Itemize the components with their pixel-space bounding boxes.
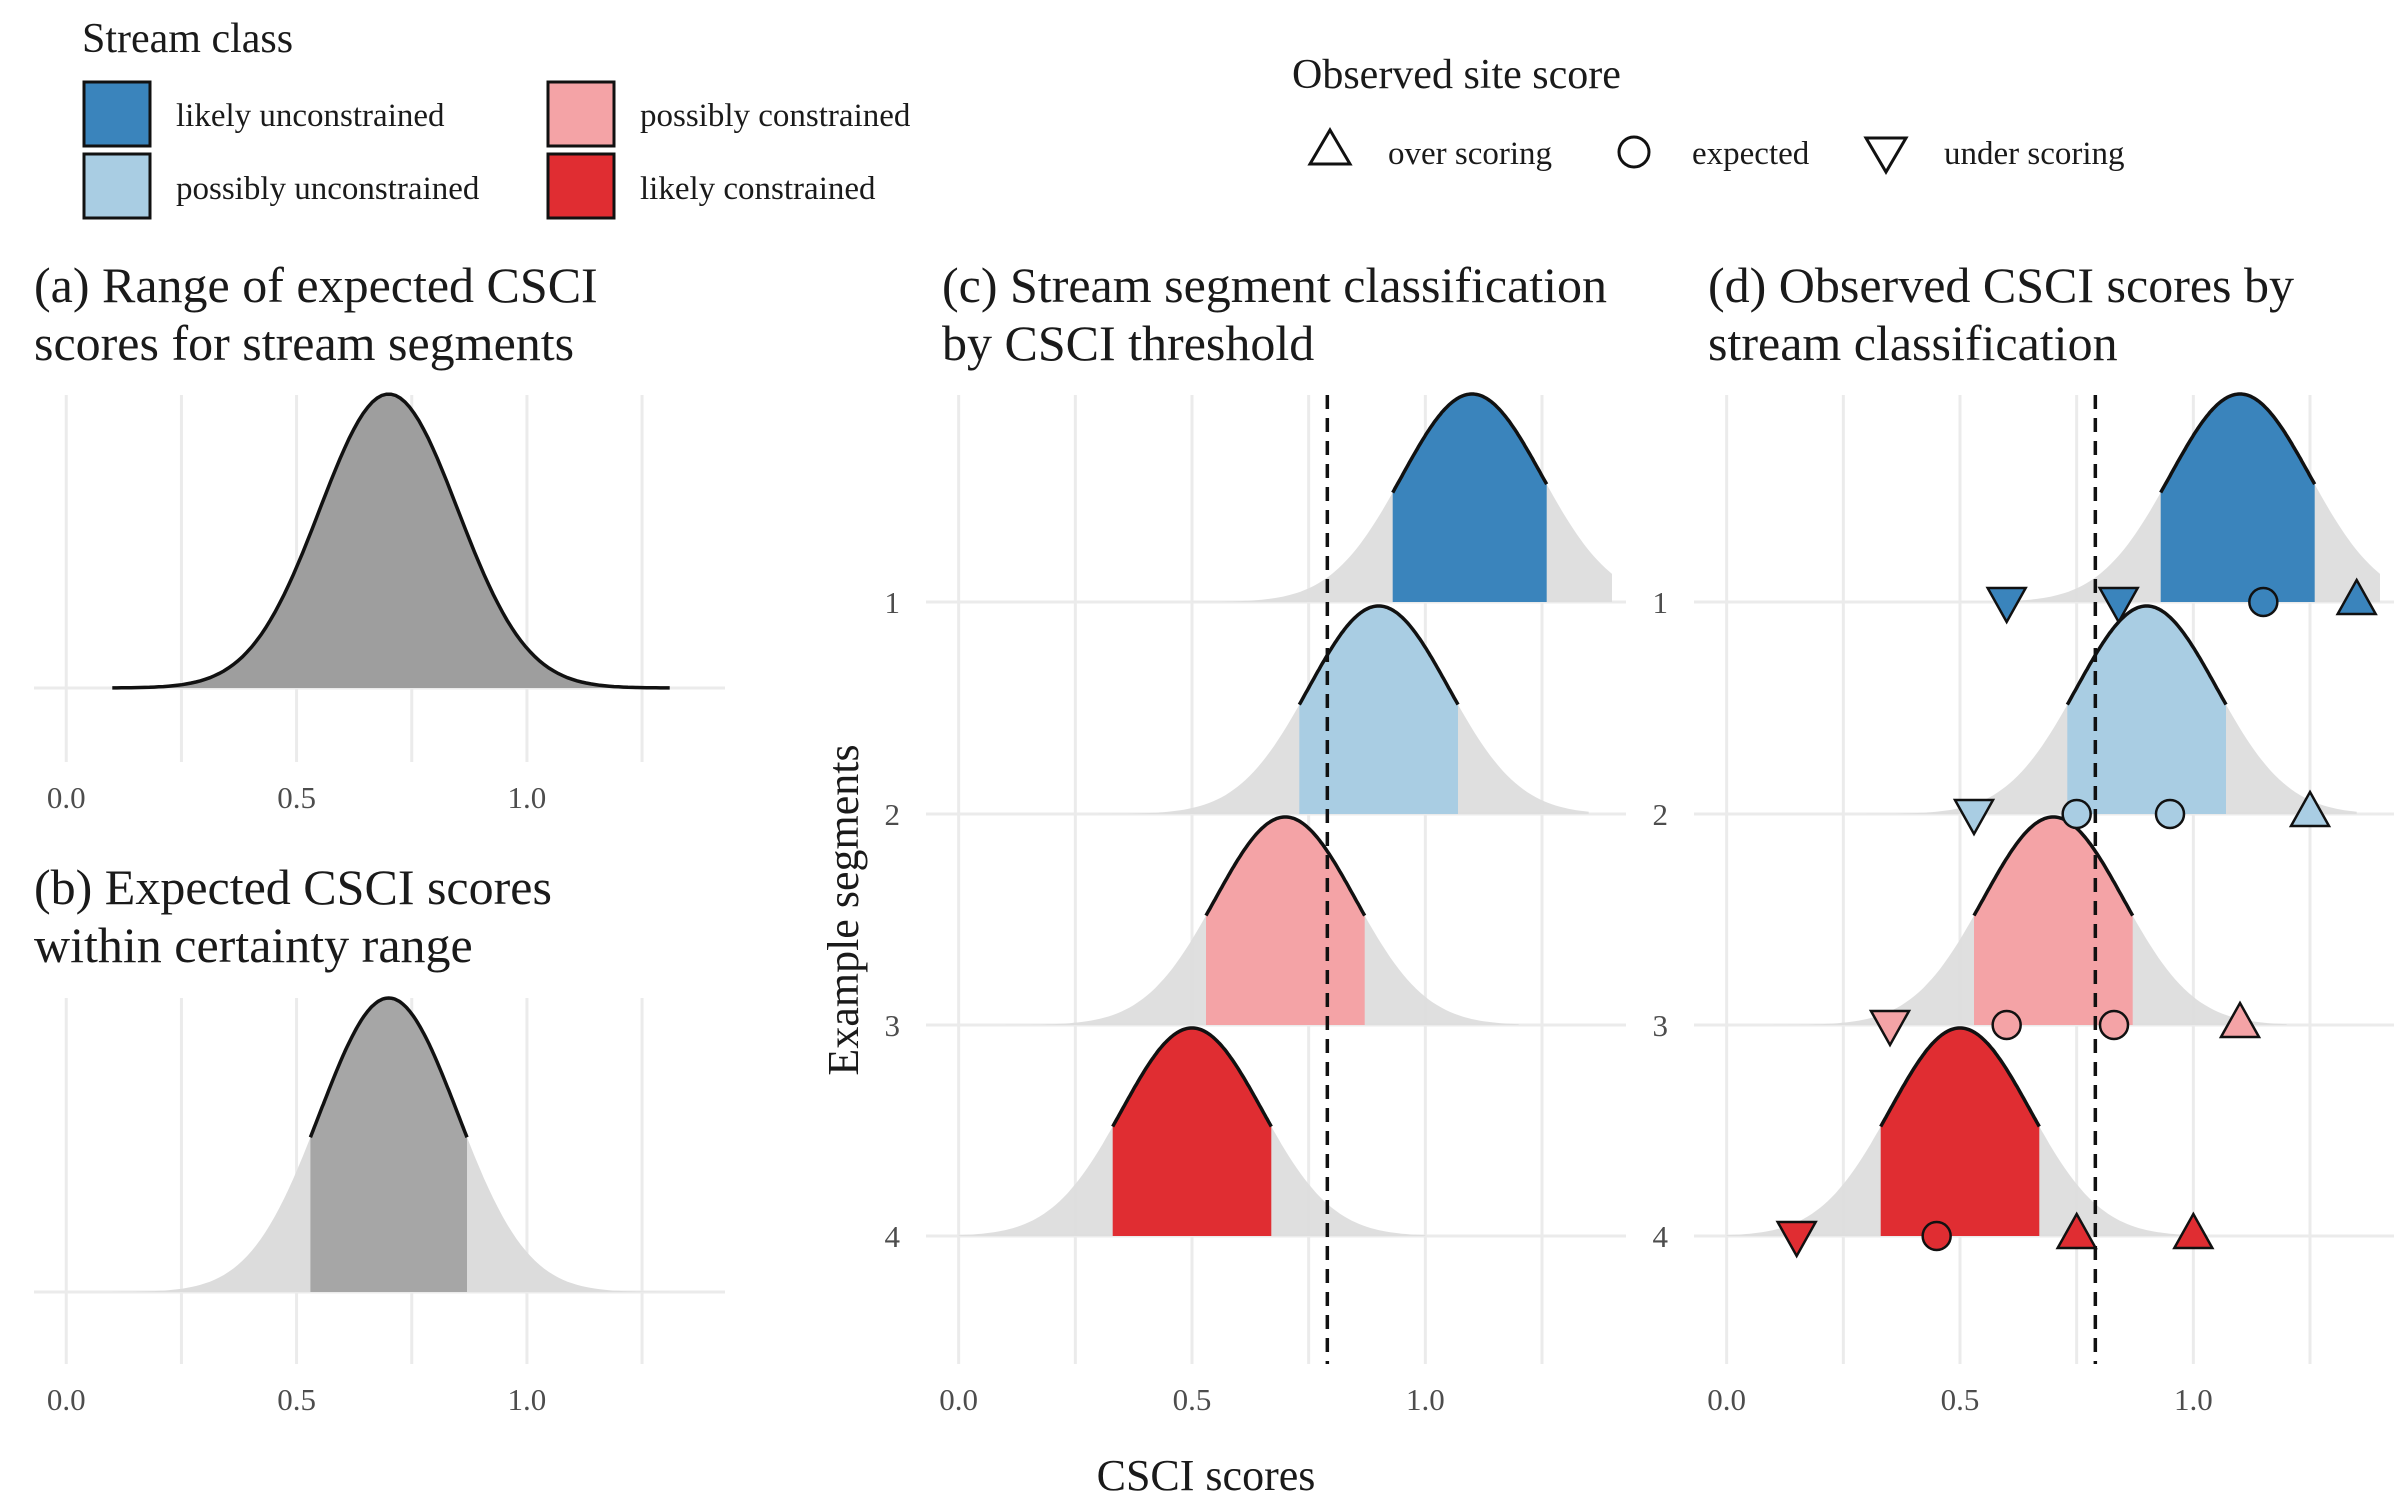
panel-c-y-tick-label: 3 (885, 1008, 901, 1043)
panel-a-density-curve (112, 392, 670, 690)
panel-d-x-tick-label: 0.5 (1941, 1382, 1980, 1417)
panel-b-certainty-area (310, 998, 467, 1292)
panel-c-plot: 0.0 0.5 1.0 1 2 3 4 (885, 392, 1626, 1417)
legend-observed-score: Observed site score over scoring expecte… (1292, 52, 2125, 175)
legend-stream-title: Stream class (82, 16, 293, 62)
panel-c-segment-certainty-area (1112, 1028, 1272, 1236)
panel-c-x-tick-label: 1.0 (1406, 1382, 1445, 1417)
panel-a-title-line1: (a) Range of expected CSCI (34, 257, 598, 313)
panel-c-segment-certainty-area (1206, 817, 1365, 1025)
circle-icon (1617, 135, 1651, 169)
panel-c-x-tick-label: 0.0 (939, 1382, 978, 1417)
panel-c-segment-curve (1391, 392, 1549, 494)
y-axis-title: Example segments (819, 744, 868, 1075)
panel-d-title-line1: (d) Observed CSCI scores by (1708, 257, 2294, 313)
observed-expected-point (1991, 1009, 2022, 1041)
panel-a-x-tick-label: 0.0 (47, 780, 86, 815)
panel-c-segment-curve (1111, 1026, 1273, 1128)
swatch-likely-unconstrained (82, 80, 152, 148)
panel-a-plot: 0.0 0.5 1.0 (34, 392, 725, 815)
observed-under-scoring-point (1985, 586, 2028, 625)
panel-d-plot: 0.0 0.5 1.0 1 2 3 4 (1653, 392, 2394, 1417)
panel-d-segment-certainty-area (1974, 817, 2133, 1025)
observed-over-scoring-point (2218, 1000, 2262, 1039)
panel-d-segment-certainty-area (1880, 1028, 2040, 1236)
panel-b-plot: 0.0 0.5 1.0 (34, 996, 725, 1417)
observed-expected-point (2098, 1009, 2130, 1041)
panel-d-segment-curve (1972, 815, 2135, 917)
panel-d-segment-certainty-area (2067, 606, 2226, 814)
panel-d-segment-curve (2159, 392, 2317, 494)
triangle-down-icon (1863, 136, 1909, 175)
observed-under-scoring-point (2097, 586, 2140, 625)
observed-over-scoring-point (2055, 1211, 2098, 1250)
panel-d-y-tick-label: 4 (1653, 1219, 1669, 1254)
observed-expected-point (2248, 586, 2279, 618)
panel-c-y-tick-label: 4 (885, 1219, 901, 1254)
panel-d-segment-certainty-area (2160, 394, 2315, 602)
panel-b-x-tick-label: 0.5 (277, 1382, 316, 1417)
swatch-possibly-constrained (546, 80, 616, 148)
legend-label-expected: expected (1692, 136, 1810, 172)
legend-label-over-scoring: over scoring (1388, 136, 1552, 172)
panel-b-x-tick-label: 0.0 (47, 1382, 86, 1417)
panel-d-x-tick-label: 1.0 (2174, 1382, 2213, 1417)
panel-c-y-tick-label: 1 (885, 585, 901, 620)
swatch-possibly-unconstrained (82, 152, 152, 220)
legend-stream-class: Stream class likely unconstrained possib… (82, 16, 911, 220)
swatch-likely-constrained (546, 152, 616, 220)
x-axis-title: CSCI scores (1097, 1451, 1316, 1500)
legend-label-under-scoring: under scoring (1944, 136, 2125, 172)
panel-c-title-line1: (c) Stream segment classification (942, 257, 1607, 313)
panel-c-segment-certainty-area (1392, 394, 1547, 602)
observed-under-scoring-point (1775, 1220, 1818, 1259)
observed-over-scoring-point (2172, 1211, 2215, 1250)
legend-observed-title: Observed site score (1292, 52, 1621, 98)
panel-b-x-tick-label: 1.0 (508, 1382, 547, 1417)
panel-d-x-tick-label: 0.0 (1707, 1382, 1746, 1417)
panel-a-x-tick-label: 1.0 (508, 780, 547, 815)
observed-under-scoring-point (1952, 798, 1996, 837)
panel-d-y-tick-label: 2 (1653, 797, 1669, 832)
panel-b-title-line2: within certainty range (34, 917, 473, 973)
observed-over-scoring-point (2335, 577, 2378, 616)
observed-over-scoring-point (2288, 789, 2332, 828)
triangle-up-icon (1307, 127, 1353, 166)
panel-a-title-line2: scores for stream segments (34, 315, 574, 371)
panel-b-certainty-curve (308, 996, 469, 1138)
panel-d-title-line2: stream classification (1708, 315, 2118, 371)
panel-c-segment-certainty-area (1299, 606, 1458, 814)
panel-b-title-line1: (b) Expected CSCI scores (34, 859, 552, 915)
panel-d-y-tick-label: 1 (1653, 585, 1669, 620)
panel-c-segment-curve (1204, 815, 1367, 917)
panel-d-segment-curve (1879, 1026, 2041, 1128)
panel-d-y-tick-label: 3 (1653, 1008, 1669, 1043)
observed-expected-point (1921, 1220, 1952, 1252)
panel-c-title-line2: by CSCI threshold (942, 315, 1314, 371)
legend-label-likely-unconstrained: likely unconstrained (176, 98, 445, 134)
observed-expected-point (2061, 798, 2092, 830)
panel-a-x-tick-label: 0.5 (277, 780, 316, 815)
observed-expected-point (2154, 798, 2186, 830)
panel-c-y-tick-label: 2 (885, 797, 901, 832)
observed-under-scoring-point (1868, 1009, 1912, 1048)
legend-label-likely-constrained: likely constrained (640, 171, 876, 207)
panel-c-x-tick-label: 0.5 (1173, 1382, 1212, 1417)
legend-label-possibly-unconstrained: possibly unconstrained (176, 171, 480, 207)
panel-a-density-area (112, 394, 670, 688)
legend-label-possibly-constrained: possibly constrained (640, 98, 911, 134)
